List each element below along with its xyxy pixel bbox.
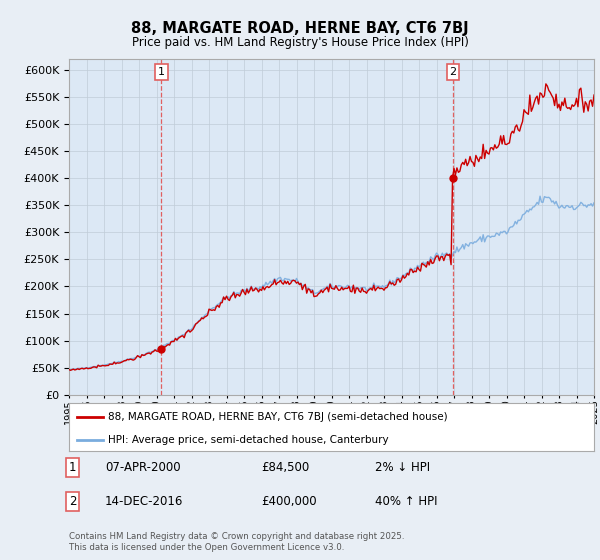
- Text: 2: 2: [449, 67, 457, 77]
- Text: Price paid vs. HM Land Registry's House Price Index (HPI): Price paid vs. HM Land Registry's House …: [131, 36, 469, 49]
- Text: 2% ↓ HPI: 2% ↓ HPI: [375, 461, 430, 474]
- Text: 2: 2: [69, 494, 77, 508]
- Text: 1: 1: [158, 67, 165, 77]
- Text: 1: 1: [69, 461, 77, 474]
- Text: £400,000: £400,000: [261, 494, 317, 508]
- Text: 40% ↑ HPI: 40% ↑ HPI: [375, 494, 437, 508]
- Text: 14-DEC-2016: 14-DEC-2016: [105, 494, 184, 508]
- Text: £84,500: £84,500: [261, 461, 309, 474]
- Text: HPI: Average price, semi-detached house, Canterbury: HPI: Average price, semi-detached house,…: [109, 435, 389, 445]
- Text: Contains HM Land Registry data © Crown copyright and database right 2025.
This d: Contains HM Land Registry data © Crown c…: [69, 532, 404, 552]
- Text: 88, MARGATE ROAD, HERNE BAY, CT6 7BJ: 88, MARGATE ROAD, HERNE BAY, CT6 7BJ: [131, 21, 469, 36]
- Text: 88, MARGATE ROAD, HERNE BAY, CT6 7BJ (semi-detached house): 88, MARGATE ROAD, HERNE BAY, CT6 7BJ (se…: [109, 412, 448, 422]
- Text: 07-APR-2000: 07-APR-2000: [105, 461, 181, 474]
